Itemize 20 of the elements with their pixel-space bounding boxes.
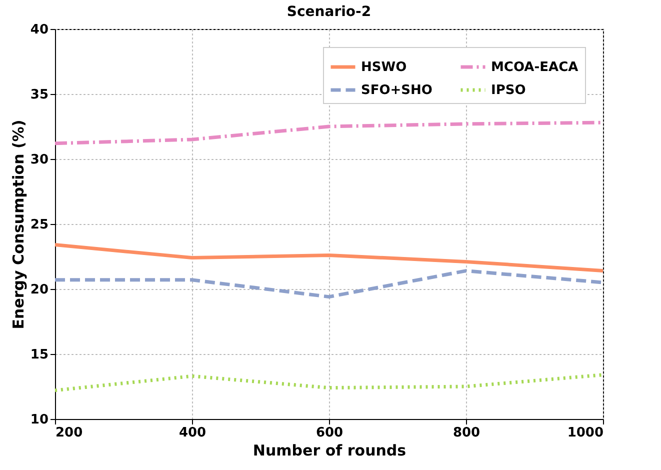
- y-tick-label: 35: [30, 88, 48, 102]
- x-tick-label: 400: [178, 426, 206, 440]
- chart-title: Scenario-2: [286, 4, 372, 20]
- y-tick-label: 20: [30, 282, 48, 298]
- y-tick-label: 15: [30, 348, 48, 362]
- legend-label: IPSO: [491, 83, 526, 98]
- legend-label: MCOA-EACA: [491, 60, 578, 75]
- y-tick-label: 40: [30, 22, 48, 38]
- line-series: [53, 243, 605, 273]
- legend-label: HSWO: [361, 60, 407, 75]
- y-axis-title: Energy Consumption (%): [9, 120, 28, 330]
- x-tick-label: 1000: [567, 426, 604, 440]
- y-tick-label: 25: [30, 218, 48, 232]
- y-tick-label: 10: [30, 412, 48, 428]
- x-tick-label: 200: [56, 426, 83, 440]
- legend-label: SFO+SHO: [361, 83, 432, 98]
- x-tick-label: 600: [316, 426, 344, 440]
- x-tick-label: 800: [452, 426, 480, 440]
- y-tick-label: 30: [30, 152, 48, 168]
- x-axis-title: Number of rounds: [252, 442, 406, 460]
